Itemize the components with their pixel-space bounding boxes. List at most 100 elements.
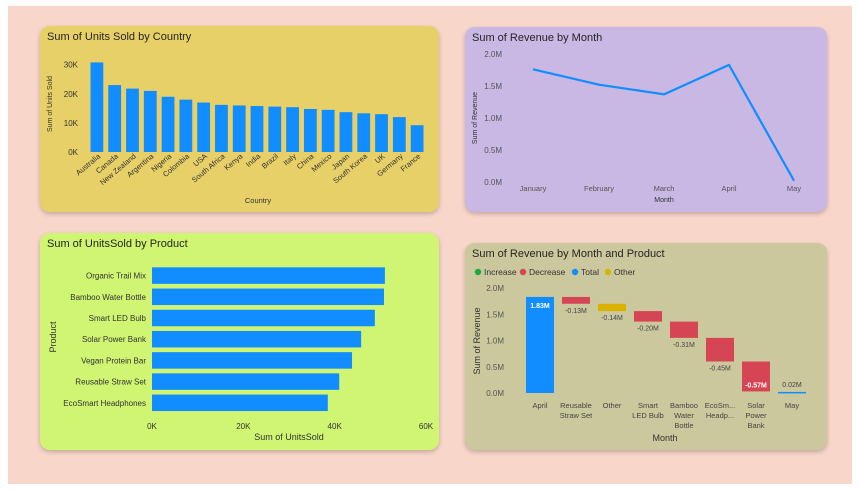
x-tick-label: 0K [147, 422, 157, 431]
bar [161, 96, 175, 152]
x-tick-label: Bank [747, 421, 764, 430]
data-label: -0.45M [709, 366, 731, 373]
x-tick-label: April [532, 401, 547, 410]
y-tick-label: 2.0M [484, 50, 502, 59]
y-axis-title: Sum of Revenue [472, 307, 482, 374]
x-axis-title: Month [654, 197, 674, 204]
waterfall-bar [778, 391, 806, 394]
revenue-waterfall-chart[interactable]: Sum of Revenue by Month and Product Incr… [465, 243, 827, 450]
bar [286, 107, 299, 152]
y-tick-label: 0.0M [484, 178, 502, 187]
x-tick-label: May [787, 184, 801, 193]
y-tick-label: Reusable Straw Set [75, 378, 146, 387]
y-tick-label: 1.5M [486, 310, 504, 319]
waterfall-bar [742, 361, 770, 392]
y-axis-title: Product [48, 321, 58, 353]
x-tick-label: Solar [747, 401, 765, 410]
x-tick-label: January [520, 184, 547, 193]
x-tick-label: Straw Set [560, 411, 593, 420]
revenue-waterfall-plot: Increase Decrease Total Other 0.0M 0.5M 1.0M 1.… [472, 267, 806, 443]
bar [143, 90, 157, 152]
y-tick-label: 0.5M [484, 146, 502, 155]
chart-title: Sum of UnitsSold by Product [47, 238, 188, 250]
bar [375, 114, 388, 152]
x-tick-label: 60K [419, 422, 434, 431]
bar [152, 352, 353, 369]
x-tick-label: Water [674, 411, 694, 420]
y-tick-label: Organic Trail Mix [86, 272, 146, 281]
legend-marker [604, 268, 612, 276]
data-label: -0.13M [565, 308, 587, 315]
x-tick-label: Bamboo [670, 401, 698, 410]
legend-label: Increase [484, 267, 517, 277]
x-tick-label: February [584, 184, 614, 193]
legend-label: Total [581, 267, 599, 277]
revenue-by-month-plot: 0.0M 0.5M 1.0M 1.5M 2.0M January February March… [472, 50, 801, 204]
bar [268, 106, 282, 152]
bar [90, 62, 104, 152]
units-by-product-plot: Organic Trail Mix Bamboo Water Bottle Smar… [48, 267, 434, 442]
y-tick-label: 2.0M [486, 284, 504, 293]
x-tick-label: LED Bulb [632, 411, 664, 420]
bar [179, 99, 193, 152]
revenue-by-month-chart[interactable]: Sum of Revenue by Month 0.0M 0.5M 1.0M 1.5M… [465, 27, 827, 212]
chart-title: Sum of Units Sold by Country [47, 31, 192, 43]
x-axis-title: Country [245, 196, 272, 205]
bar [152, 330, 362, 348]
units-by-product-chart[interactable]: Sum of UnitsSold by Product Organic Trai… [40, 233, 439, 450]
x-tick-label: Bottle [674, 421, 693, 430]
y-tick-label: 30K [64, 61, 79, 70]
data-label: 0.02M [782, 382, 802, 389]
y-axis-title: Sum of Units Sold [47, 76, 54, 132]
x-tick-label: May [785, 401, 799, 410]
x-tick-label: Brazil [260, 151, 280, 170]
data-label: -0.14M [601, 315, 623, 322]
legend-label: Decrease [529, 267, 566, 277]
bar [303, 108, 317, 152]
y-tick-label: Smart LED Bulb [89, 314, 147, 323]
legend-marker [571, 268, 579, 276]
waterfall-bar [562, 296, 590, 304]
y-tick-label: 1.0M [486, 337, 504, 346]
x-tick-label: Other [603, 401, 622, 410]
y-tick-label: 0.5M [486, 363, 504, 372]
waterfall-bar [598, 303, 626, 312]
x-tick-label: Power [745, 411, 767, 420]
y-tick-label: Bamboo Water Bottle [70, 293, 146, 302]
y-tick-label: Vegan Protein Bar [81, 356, 146, 365]
bar [410, 125, 424, 152]
revenue-line [532, 63, 795, 182]
bar [197, 102, 211, 152]
chart-title: Sum of Revenue by Month [472, 32, 603, 44]
data-label: -0.31M [673, 342, 695, 349]
units-by-country-chart[interactable]: Sum of Units Sold by Country 0K 10K 20K 30K… [40, 26, 439, 212]
bar [339, 112, 353, 152]
bar [321, 109, 335, 152]
x-tick-label: Headp... [706, 411, 734, 420]
y-tick-label: 0K [68, 148, 78, 157]
bar [250, 106, 264, 152]
x-tick-label: India [244, 151, 263, 169]
waterfall-bar [706, 337, 734, 362]
bar [392, 117, 406, 152]
y-tick-label: 1.0M [484, 114, 502, 123]
waterfall-bar [526, 296, 554, 393]
x-axis-title: Month [652, 433, 677, 443]
legend-label: Other [614, 267, 635, 277]
legend-marker [474, 268, 482, 276]
x-axis-title: Sum of UnitsSold [254, 432, 324, 442]
chart-title: Sum of Revenue by Month and Product [472, 248, 665, 260]
bar [215, 104, 228, 152]
y-tick-label: 0.0M [486, 389, 504, 398]
bar [126, 88, 139, 152]
waterfall-bar [670, 321, 698, 338]
bar [108, 85, 122, 152]
waterfall-bar [634, 311, 662, 322]
x-tick-label: Smart [638, 401, 659, 410]
y-tick-label: 20K [64, 90, 79, 99]
data-label: -0.20M [637, 326, 659, 333]
x-tick-label: 40K [328, 422, 343, 431]
y-tick-label: Solar Power Bank [82, 335, 147, 344]
bar [357, 113, 371, 152]
x-tick-label: Kenya [222, 151, 245, 172]
